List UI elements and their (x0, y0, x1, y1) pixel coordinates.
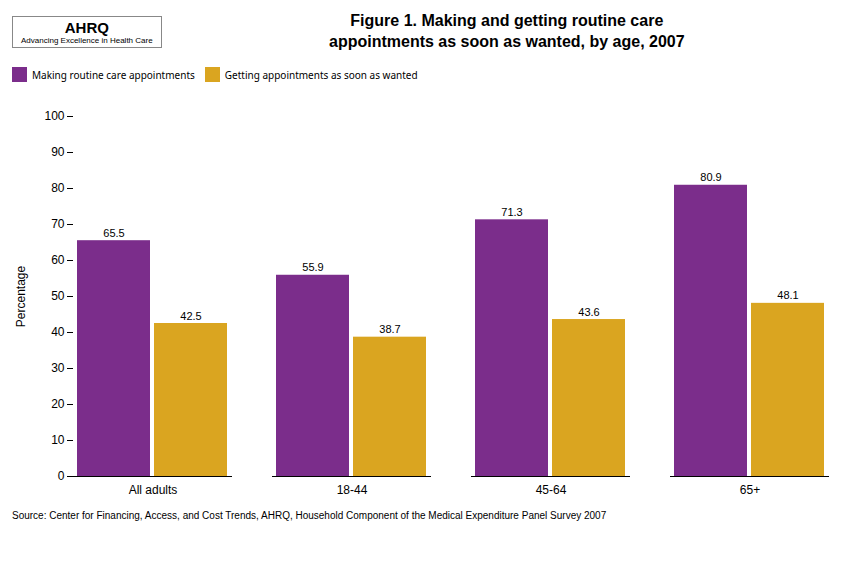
svg-text:55.9: 55.9 (302, 261, 323, 273)
svg-text:0: 0 (58, 469, 65, 483)
svg-text:42.5: 42.5 (180, 310, 201, 322)
html-text:Advancing Excellence in Health: Advancing Excellence in Health Care (21, 36, 153, 45)
svg-text:40: 40 (51, 325, 65, 339)
svg-text:43.6: 43.6 (578, 306, 599, 318)
svg-text:80: 80 (51, 181, 65, 195)
svg-text:20: 20 (51, 397, 65, 411)
svg-text:30: 30 (51, 361, 65, 375)
svg-text:80.9: 80.9 (700, 171, 721, 183)
html-text:Getting appointments as soon a: Getting appointments as soon as wanted (224, 67, 418, 82)
svg-text:10: 10 (51, 433, 65, 447)
svg-text:48.1: 48.1 (777, 289, 798, 301)
svg-text:All adults: All adults (129, 483, 178, 497)
html-text:Making routine care appointmen: Making routine care appointments (32, 67, 195, 82)
html-text:AHRQ: AHRQ (64, 19, 109, 36)
html-text:Figure 1. Making and getting r: Figure 1. Making and getting routine car… (329, 12, 685, 50)
svg-text:45-64: 45-64 (536, 483, 567, 497)
svg-text:71.3: 71.3 (501, 206, 522, 218)
svg-text:Percentage: Percentage (14, 265, 28, 327)
svg-text:65+: 65+ (740, 483, 760, 497)
svg-text:50: 50 (51, 289, 65, 303)
svg-text:65.5: 65.5 (103, 227, 124, 239)
svg-text:70: 70 (51, 217, 65, 231)
svg-text:90: 90 (51, 145, 65, 159)
svg-text:18-44: 18-44 (337, 483, 368, 497)
svg-text:60: 60 (51, 253, 65, 267)
svg-text:100: 100 (44, 109, 64, 123)
html-text:Source: Center for Financing,: Source: Center for Financing, Access, an… (12, 510, 607, 521)
svg-text:38.7: 38.7 (379, 323, 400, 335)
